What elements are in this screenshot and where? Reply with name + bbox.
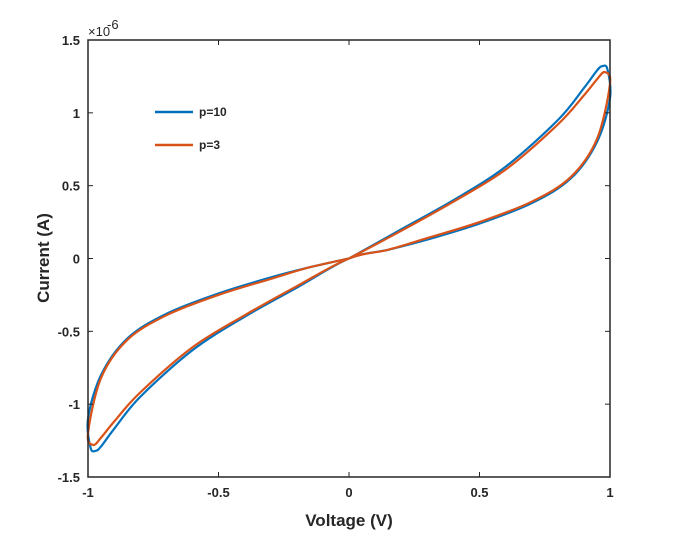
legend-label-p3: p=3	[199, 138, 220, 152]
y-multiplier-base: ×10	[88, 24, 110, 39]
ticks-layer: -1 -0.5 0 0.5 1-1.5-1-0.500.511.5	[58, 33, 614, 500]
y-tick-label: 1	[73, 106, 80, 121]
x-tick-label: -1	[82, 485, 94, 500]
x-axis-label: Voltage (V)	[305, 511, 393, 530]
y-multiplier-exponent: -6	[107, 17, 119, 32]
y-tick-label: 0.5	[62, 179, 80, 194]
x-tick-label: 0	[345, 485, 352, 500]
series-layer	[86, 64, 612, 453]
series-line-p3	[86, 70, 612, 447]
y-tick-label: 1.5	[62, 33, 80, 48]
y-tick-label: -1.5	[58, 470, 80, 485]
legend: p=10 p=3	[155, 105, 227, 152]
y-axis-label: Current (A)	[34, 213, 53, 303]
x-tick-label: 1	[606, 485, 613, 500]
x-tick-label: -0.5	[207, 485, 229, 500]
y-tick-label: 0	[73, 252, 80, 267]
legend-label-p10: p=10	[199, 105, 227, 119]
y-tick-label: -1	[68, 397, 80, 412]
x-tick-label: 0.5	[470, 485, 488, 500]
y-tick-label: -0.5	[58, 324, 80, 339]
